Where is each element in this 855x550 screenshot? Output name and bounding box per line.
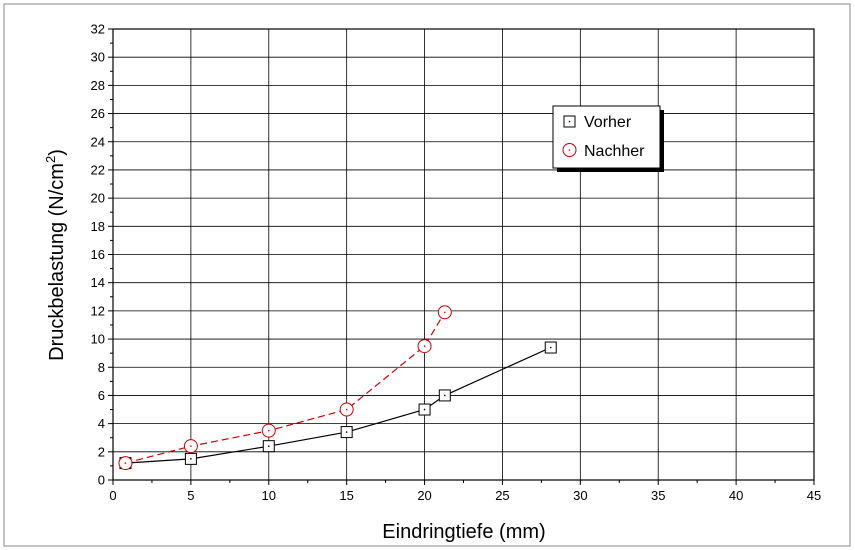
data-point-center-nachher [190, 445, 192, 447]
data-point-center-nachher [268, 430, 270, 432]
data-point-center-vorher [444, 395, 446, 397]
x-tick-label: 15 [339, 488, 353, 503]
y-tick-label: 28 [91, 78, 105, 93]
x-tick-label: 40 [729, 488, 743, 503]
y-tick-label: 20 [91, 191, 105, 206]
y-tick-label: 8 [98, 360, 105, 375]
y-tick-label: 22 [91, 162, 105, 177]
data-point-center-nachher [346, 409, 348, 411]
x-tick-label: 5 [187, 488, 194, 503]
legend-label-nachher: Nachher [584, 143, 645, 160]
x-axis-ticks: 0 5 10 15 20 25 30 35 40 45 [109, 480, 821, 503]
data-point-center-vorher [550, 347, 552, 349]
grid [113, 29, 814, 480]
y-tick-label: 24 [91, 134, 105, 149]
y-tick-label: 10 [91, 332, 105, 347]
series-line-nachher [126, 312, 445, 463]
x-tick-label: 25 [495, 488, 509, 503]
y-tick-label: 6 [98, 388, 105, 403]
y-axis-title-sup: 2 [43, 156, 58, 163]
data-point-center-nachher [125, 462, 127, 464]
y-tick-label: 32 [91, 22, 105, 37]
x-tick-label: 30 [573, 488, 587, 503]
legend-marker-vorher-dot [569, 121, 571, 123]
y-tick-label: 14 [91, 275, 105, 290]
data-point-center-vorher [190, 458, 192, 460]
y-tick-label: 26 [91, 106, 105, 121]
y-tick-label: 30 [91, 50, 105, 65]
legend-marker-nachher-dot [569, 149, 571, 151]
x-tick-label: 20 [417, 488, 431, 503]
x-tick-label: 10 [262, 488, 276, 503]
y-tick-label: 4 [98, 416, 105, 431]
x-tick-label: 45 [807, 488, 821, 503]
y-tick-label: 16 [91, 247, 105, 262]
x-axis-title: Eindringtiefe (mm) [382, 521, 545, 543]
y-axis-title-main: Druckbelastung (N/cm [46, 163, 68, 361]
data-point-center-vorher [268, 445, 270, 447]
y-tick-label: 12 [91, 303, 105, 318]
x-tick-label: 35 [651, 488, 665, 503]
y-tick-label: 2 [98, 444, 105, 459]
legend-label-vorher: Vorher [584, 114, 632, 131]
x-tick-label: 0 [109, 488, 116, 503]
series-layer [119, 306, 556, 470]
y-axis-title: Druckbelastung (N/cm2) [43, 149, 68, 361]
y-tick-label: 18 [91, 219, 105, 234]
data-point-center-vorher [424, 409, 426, 411]
data-point-center-nachher [424, 345, 426, 347]
data-point-center-nachher [444, 311, 446, 313]
legend: Vorher Nachher [553, 106, 664, 172]
y-tick-label: 0 [98, 473, 105, 488]
y-axis-title-end: ) [46, 149, 68, 156]
data-point-center-vorher [346, 431, 348, 433]
